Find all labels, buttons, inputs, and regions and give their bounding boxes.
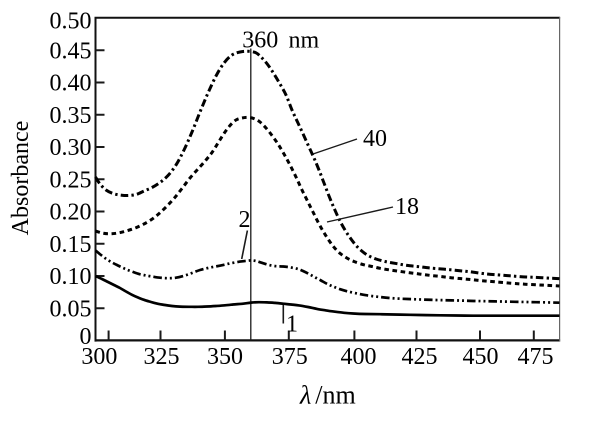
svg-text:0.45: 0.45 [50, 38, 92, 64]
svg-text:λ/nm: λ/nm [299, 381, 356, 410]
svg-text:2: 2 [239, 207, 251, 233]
svg-text:0.30: 0.30 [50, 135, 92, 161]
svg-text:325: 325 [144, 344, 180, 370]
svg-text:1: 1 [286, 312, 298, 338]
svg-text:0.20: 0.20 [50, 200, 92, 226]
svg-text:Absorbance: Absorbance [8, 121, 34, 236]
svg-text:0.25: 0.25 [50, 167, 92, 193]
svg-text:350: 350 [207, 344, 243, 370]
svg-text:0: 0 [80, 324, 92, 350]
svg-text:475: 475 [518, 344, 554, 370]
svg-text:0.50: 0.50 [50, 9, 92, 35]
svg-text:360: 360 [242, 28, 278, 54]
svg-text:375: 375 [272, 344, 308, 370]
svg-text:450: 450 [463, 344, 499, 370]
svg-text:425: 425 [402, 344, 438, 370]
svg-text:18: 18 [395, 194, 419, 220]
svg-text:nm: nm [289, 28, 320, 54]
svg-text:40: 40 [363, 126, 387, 152]
svg-text:400: 400 [341, 344, 377, 370]
svg-text:0.40: 0.40 [50, 71, 92, 97]
svg-text:0.35: 0.35 [50, 103, 92, 129]
svg-text:0.10: 0.10 [50, 264, 92, 290]
svg-text:0.15: 0.15 [50, 232, 92, 258]
svg-text:0.05: 0.05 [50, 296, 92, 322]
svg-text:300: 300 [81, 344, 117, 370]
